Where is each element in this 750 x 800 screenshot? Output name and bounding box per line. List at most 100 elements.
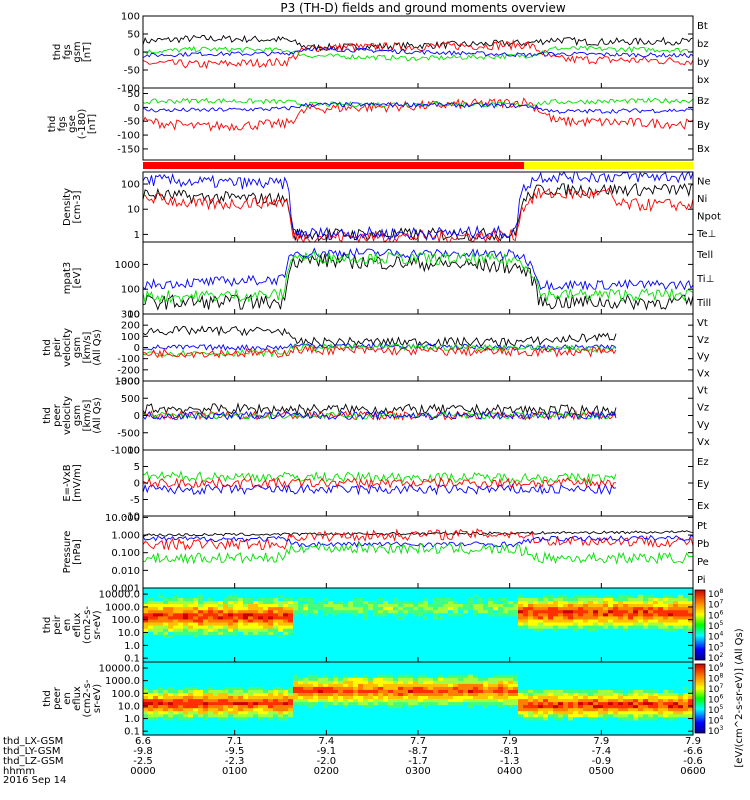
legend-density-Ni: Ni <box>697 194 707 205</box>
heatmap-cell <box>298 652 304 657</box>
heatmap-cell <box>173 671 179 675</box>
heatmap-cell <box>168 621 174 626</box>
heatmap-cell <box>618 615 624 620</box>
heatmap-cell <box>258 683 264 687</box>
heatmap-cell <box>213 609 219 614</box>
heatmap-cell <box>278 634 284 638</box>
heatmap-cell <box>383 677 389 681</box>
series-peer_velocity-Vz <box>142 409 617 421</box>
heatmap-cell <box>188 655 194 660</box>
heatmap-cell <box>588 649 594 654</box>
heatmap-cell <box>648 637 654 641</box>
heatmap-cell <box>318 594 324 598</box>
heatmap-cell <box>188 612 194 617</box>
heatmap-cell <box>503 603 509 608</box>
heatmap-cell <box>393 674 399 678</box>
heatmap-cell <box>423 625 429 629</box>
y-tick-label: -1000 <box>111 446 140 457</box>
heatmap-cell <box>503 662 509 666</box>
heatmap-cell <box>198 634 204 638</box>
y-axis-label: mpat3 <box>62 262 73 295</box>
heatmap-cell <box>428 707 434 712</box>
heatmap-cell <box>288 728 294 733</box>
heatmap-cell <box>243 628 249 632</box>
heatmap-cell <box>648 615 654 620</box>
heatmap-cell <box>683 588 689 592</box>
heatmap-cell <box>483 668 489 672</box>
heatmap-cell <box>448 643 454 648</box>
heatmap-cell <box>373 625 379 629</box>
heatmap-cell <box>153 612 159 617</box>
heatmap-cell <box>303 615 309 620</box>
heatmap-cell <box>513 597 519 601</box>
heatmap-cell <box>268 649 274 654</box>
heatmap-cell <box>518 689 524 693</box>
heatmap-cell <box>418 725 424 730</box>
heatmap-cell <box>538 701 544 706</box>
heatmap-cell <box>503 719 509 724</box>
heatmap-cell <box>413 615 419 620</box>
heatmap-cell <box>338 668 344 672</box>
heatmap-cell <box>653 606 659 611</box>
heatmap-cell <box>313 701 319 706</box>
heatmap-cell <box>183 710 189 715</box>
heatmap-cell <box>458 652 464 657</box>
heatmap-cell <box>228 615 234 620</box>
heatmap-cell <box>283 658 289 663</box>
heatmap-cell <box>218 677 224 681</box>
heatmap-cell <box>518 725 524 730</box>
heatmap-cell <box>358 683 364 687</box>
heatmap-cell <box>418 662 424 666</box>
heatmap-cell <box>443 674 449 678</box>
heatmap-cell <box>623 588 629 592</box>
heatmap-cell <box>258 701 264 706</box>
heatmap-cell <box>238 640 244 645</box>
heatmap-cell <box>423 600 429 604</box>
heatmap-cell <box>588 594 594 598</box>
heatmap-cell <box>603 658 609 663</box>
heatmap-cell <box>188 725 194 730</box>
heatmap-cell <box>508 671 514 675</box>
heatmap-cell <box>193 710 199 715</box>
heatmap-cell <box>688 628 694 632</box>
heatmap-cell <box>383 671 389 675</box>
heatmap-cell <box>153 652 159 657</box>
heatmap-cell <box>683 625 689 629</box>
heatmap-cell <box>258 655 264 660</box>
heatmap-cell <box>258 643 264 648</box>
heatmap-cell <box>283 606 289 611</box>
heatmap-cell <box>253 640 259 645</box>
heatmap-cell <box>538 649 544 654</box>
heatmap-cell <box>163 665 169 669</box>
heatmap-cell <box>538 707 544 712</box>
heatmap-cell <box>393 628 399 632</box>
heatmap-cell <box>303 698 309 703</box>
heatmap-cell <box>458 722 464 727</box>
heatmap-cell <box>168 689 174 693</box>
heatmap-cell <box>563 634 569 638</box>
heatmap-cell <box>158 646 164 651</box>
heatmap-cell <box>253 701 259 706</box>
heatmap-cell <box>678 658 684 663</box>
y-axis-label: (All Qs) <box>92 329 103 366</box>
heatmap-cell <box>193 634 199 638</box>
heatmap-cell <box>198 625 204 629</box>
heatmap-cell <box>603 625 609 629</box>
heatmap-cell <box>403 674 409 678</box>
heatmap-cell <box>658 600 664 604</box>
heatmap-cell <box>278 683 284 687</box>
heatmap-cell <box>293 668 299 672</box>
heatmap-cell <box>188 722 194 727</box>
heatmap-cell <box>203 665 209 669</box>
heatmap-cell <box>528 612 534 617</box>
heatmap-cell <box>648 603 654 608</box>
heatmap-cell <box>648 658 654 663</box>
heatmap-cell <box>478 683 484 687</box>
heatmap-cell <box>518 597 524 601</box>
heatmap-cell <box>488 725 494 730</box>
heatmap-cell <box>278 588 284 592</box>
heatmap-cell <box>368 695 374 700</box>
heatmap-cell <box>228 618 234 623</box>
heatmap-cell <box>198 704 204 709</box>
heatmap-cell <box>613 628 619 632</box>
